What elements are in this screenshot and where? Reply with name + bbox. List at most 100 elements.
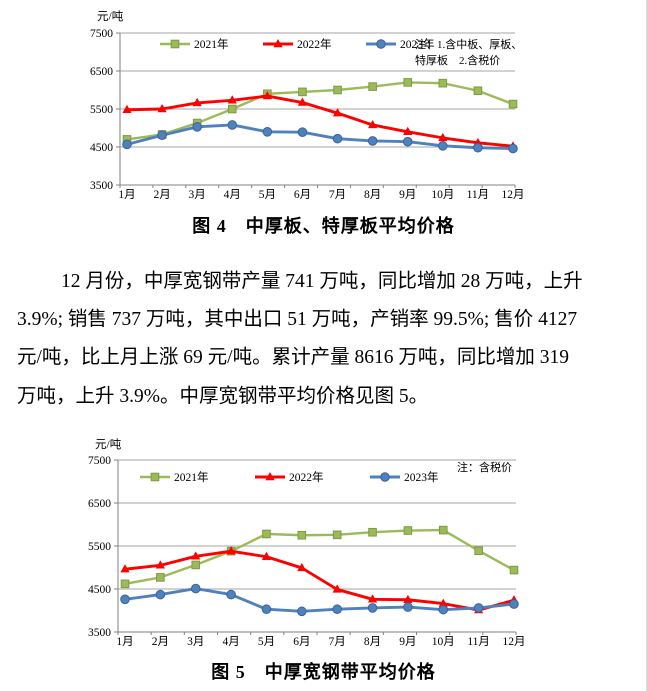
y-axis-title: 元/吨 [95, 438, 122, 451]
series-line-2021年 [124, 528, 515, 586]
x-tick-label: 1月 [118, 189, 135, 201]
data-point-2023年 [120, 594, 130, 605]
legend-marker-square [150, 472, 160, 482]
data-point-2023年 [473, 603, 484, 613]
legend-marker-triangle [265, 472, 275, 481]
y-axis-title: 元/吨 [97, 10, 124, 23]
figure-5-caption: 图 5 中厚宽钢带平均价格 [211, 662, 436, 682]
data-point-2023年 [297, 127, 308, 137]
series-line-2022年 [126, 94, 514, 148]
x-tick-label: 9月 [399, 189, 416, 201]
data-point-2021年 [438, 78, 448, 88]
series-line-2022年 [124, 549, 515, 612]
data-point-2021年 [438, 525, 448, 535]
data-point-2023年 [226, 589, 236, 600]
data-point-2023年 [122, 139, 132, 150]
y-tick-label: 7500 [90, 28, 113, 40]
data-point-2022年 [332, 584, 342, 593]
data-point-2023年 [190, 583, 201, 594]
data-point-2022年 [191, 551, 201, 560]
data-point-2023年 [403, 602, 413, 612]
data-point-2021年 [227, 104, 237, 114]
data-point-2022年 [332, 108, 343, 117]
x-tick-label: 5月 [258, 636, 275, 648]
x-tick-label: 10月 [431, 189, 454, 201]
figure-4-caption: 图 4 中厚板、特厚板平均价格 [192, 216, 455, 236]
legend-marker-triangle [273, 39, 283, 48]
x-tick-label: 2月 [153, 189, 170, 201]
legend-label: 2022年 [289, 470, 324, 484]
legend-marker-circle [376, 39, 386, 49]
data-point-2022年 [403, 594, 413, 603]
y-tick-label: 7500 [88, 455, 111, 467]
data-point-2022年 [297, 97, 308, 106]
legend-label: 2021年 [174, 470, 209, 484]
chart-note: 特厚板 2.含税价 [415, 53, 500, 67]
x-tick-label: 8月 [364, 636, 381, 648]
x-tick-label: 6月 [293, 636, 310, 648]
data-point-2023年 [438, 141, 448, 151]
figure-5-price-chart: 3500 4500 5500 6500 7500 1月 2月 3月 4月 5月 6月 7月 8月 9月 10… [88, 438, 526, 648]
data-point-2023年 [157, 130, 167, 141]
data-point-2022年 [192, 97, 202, 107]
data-point-2021年 [191, 560, 201, 570]
data-point-2023年 [297, 606, 307, 617]
legend-label: 2022年 [297, 37, 332, 51]
data-point-2021年 [403, 526, 413, 535]
data-point-2021年 [508, 99, 518, 109]
data-point-2021年 [368, 527, 377, 537]
data-point-2023年 [509, 599, 519, 609]
x-tick-label: 6月 [294, 189, 311, 201]
x-tick-label: 10月 [432, 636, 455, 648]
chart-note: 注：含税价 [457, 460, 512, 474]
y-tick-label: 4500 [88, 584, 111, 596]
x-tick-label: 7月 [329, 189, 346, 201]
data-point-2023年 [332, 133, 343, 144]
data-point-2021年 [332, 530, 342, 540]
data-point-2023年 [367, 603, 378, 613]
x-tick-label: 3月 [187, 636, 204, 648]
legend-label: 2021年 [194, 37, 229, 51]
legend-marker-circle [380, 472, 390, 482]
y-tick-label: 5500 [90, 104, 113, 116]
data-point-2023年 [227, 120, 238, 130]
data-point-2021年 [156, 573, 165, 582]
x-tick-label: 7月 [329, 636, 346, 648]
x-tick-label: 1月 [116, 636, 133, 648]
y-tick-label: 5500 [88, 541, 111, 553]
data-point-2023年 [473, 142, 483, 153]
data-point-2022年 [297, 562, 307, 572]
data-point-2022年 [155, 560, 165, 569]
series-line-2021年 [126, 81, 514, 141]
x-tick-label: 5月 [259, 189, 276, 201]
legend-label: 2023年 [404, 470, 439, 484]
series-line-2023年 [124, 587, 515, 613]
x-tick-label: 12月 [503, 636, 526, 648]
data-point-2021年 [297, 530, 307, 540]
x-tick-label: 4月 [224, 189, 241, 201]
x-tick-label: 11月 [467, 189, 490, 201]
body-paragraph: 12 月份，中厚宽钢带产量 741 万吨，同比增加 28 万吨，上升 3.9%;… [17, 263, 633, 416]
data-point-2021年 [333, 85, 342, 95]
data-point-2022年 [262, 91, 272, 100]
x-tick-label: 2月 [152, 636, 169, 648]
data-point-2022年 [120, 564, 130, 573]
data-point-2021年 [473, 86, 483, 96]
data-point-2023年 [438, 604, 449, 615]
y-tick-label: 6500 [90, 66, 113, 78]
data-point-2022年 [368, 119, 378, 129]
legend-label: 2023年 [400, 37, 435, 51]
x-tick-label: 12月 [502, 189, 525, 201]
data-point-2021年 [474, 546, 483, 556]
data-point-2021年 [368, 82, 377, 91]
x-tick-label: 9月 [399, 636, 416, 648]
data-point-2022年 [227, 95, 237, 104]
data-point-2022年 [261, 551, 272, 560]
data-point-2023年 [367, 136, 378, 146]
y-tick-label: 6500 [88, 498, 111, 510]
data-point-2022年 [438, 132, 448, 142]
series-line-2023年 [126, 123, 514, 150]
paragraph-line: 3.9%; 销售 737 万吨，其中出口 51 万吨，产销率 99.5%; 售价… [17, 309, 578, 331]
y-tick-label: 4500 [90, 142, 113, 154]
